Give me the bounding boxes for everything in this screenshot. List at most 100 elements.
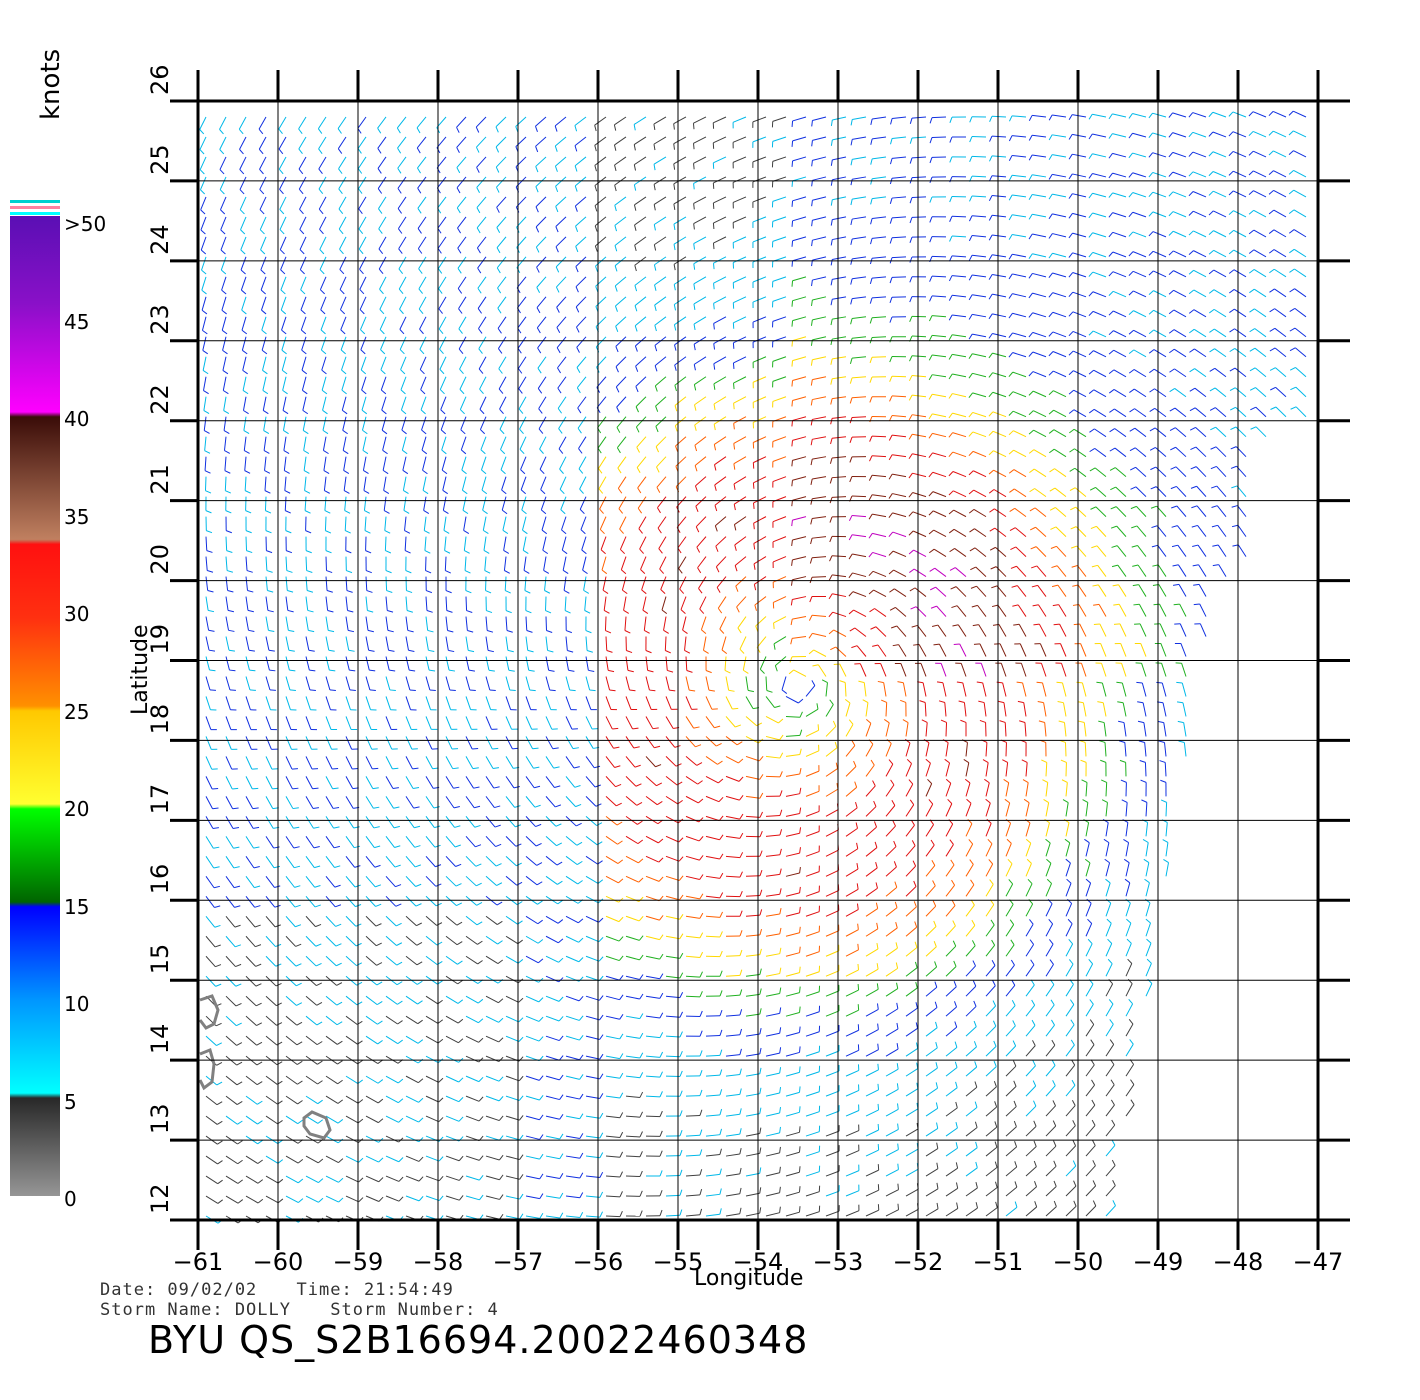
wind-barb-flag xyxy=(1170,446,1176,451)
wind-barb xyxy=(305,1155,319,1164)
wind-barb-flag xyxy=(225,490,232,494)
wind-barb-flag xyxy=(677,799,683,805)
wind-barb-flag xyxy=(1270,386,1276,391)
wind-barb-flag xyxy=(790,618,793,626)
wind-barb xyxy=(851,416,867,418)
wind-barb xyxy=(478,356,487,370)
wind-barb xyxy=(405,676,411,691)
wind-barb-flag xyxy=(338,1197,344,1203)
wind-barb xyxy=(524,576,527,591)
wind-barb-flag xyxy=(789,656,793,663)
wind-barb-flag xyxy=(972,960,976,967)
wind-barb xyxy=(917,625,927,637)
wind-barb-flag xyxy=(779,967,782,974)
wind-barb xyxy=(914,587,927,597)
wind-barb xyxy=(812,356,827,361)
wind-barb xyxy=(1137,545,1147,557)
wind-barb-flag xyxy=(438,1097,444,1103)
wind-barb-flag xyxy=(955,1182,959,1189)
wind-barb-flag xyxy=(272,787,279,790)
wind-barb-flag xyxy=(548,669,555,672)
wind-barb xyxy=(385,1095,399,1104)
wind-barb xyxy=(792,636,807,639)
wind-barb-flag xyxy=(1076,681,1083,684)
wind-barb xyxy=(585,736,594,749)
wind-barb xyxy=(465,875,477,887)
wind-barb-flag xyxy=(1110,486,1116,491)
wind-barb xyxy=(485,1095,500,1102)
wind-barb-flag xyxy=(759,1127,762,1134)
wind-barb-flag xyxy=(848,591,854,597)
wind-barb xyxy=(325,1195,339,1203)
wind-barb xyxy=(400,376,407,391)
wind-barb xyxy=(625,955,640,961)
wind-barb xyxy=(525,636,529,651)
wind-barb-flag xyxy=(295,963,302,967)
wind-barb-flag xyxy=(489,689,496,692)
wind-barb-flag xyxy=(908,472,913,479)
wind-barb xyxy=(812,396,827,401)
wind-barb xyxy=(582,556,587,571)
wind-barb-flag xyxy=(679,1031,683,1038)
wind-barb xyxy=(1216,485,1227,497)
wind-barb xyxy=(700,616,707,630)
wind-barb-flag xyxy=(713,424,716,431)
wind-barb xyxy=(485,1035,499,1043)
wind-barb-flag xyxy=(284,490,291,494)
wind-barb-flag xyxy=(368,649,375,652)
wind-barb xyxy=(885,743,892,757)
wind-barb xyxy=(281,356,287,371)
wind-barb xyxy=(1142,702,1147,717)
wind-barb-flag xyxy=(739,648,745,654)
wind-barb-flag xyxy=(389,669,396,672)
wind-barb xyxy=(580,516,587,530)
wind-barb xyxy=(685,955,700,959)
wind-barb-flag xyxy=(1105,878,1111,884)
wind-barb-flag xyxy=(260,249,266,255)
wind-barb-flag xyxy=(1211,485,1218,489)
wind-barb-flag xyxy=(1149,447,1156,451)
wind-barb xyxy=(1254,328,1267,338)
wind-barb xyxy=(522,536,527,551)
wind-barb xyxy=(725,775,740,782)
wind-barb xyxy=(1016,565,1027,577)
wind-barb-flag xyxy=(1162,839,1169,843)
wind-barb xyxy=(603,596,607,611)
wind-barb xyxy=(965,1147,978,1157)
wind-barb-flag xyxy=(206,530,213,534)
wind-barb xyxy=(932,393,947,398)
wind-barb-flag xyxy=(595,265,599,272)
wind-barb-flag xyxy=(539,1094,544,1101)
wind-barb-flag xyxy=(829,555,833,562)
wind-barb-flag xyxy=(1189,328,1195,334)
wind-barb-flag xyxy=(1088,958,1093,965)
wind-barb-flag xyxy=(313,826,320,829)
wind-barb-flag xyxy=(759,968,762,975)
wind-barb xyxy=(962,682,967,697)
wind-barb xyxy=(1114,408,1127,418)
wind-barb xyxy=(325,995,338,1006)
wind-barb-flag xyxy=(653,264,657,271)
wind-barb xyxy=(1141,682,1147,697)
wind-barb xyxy=(785,773,800,777)
wind-barb xyxy=(995,546,1007,557)
wind-barb-flag xyxy=(644,629,650,634)
wind-barb-flag xyxy=(1008,430,1014,436)
wind-barb-flag xyxy=(338,1158,344,1163)
wind-barb-flag xyxy=(216,1062,223,1066)
wind-barb-flag xyxy=(1008,312,1013,319)
wind-barb xyxy=(985,1207,998,1217)
wind-barb xyxy=(885,1209,899,1217)
wind-barb-flag xyxy=(1157,720,1164,724)
wind-barb xyxy=(1005,1025,1016,1037)
wind-barb-flag xyxy=(253,866,260,869)
wind-barb xyxy=(825,704,834,717)
wind-barb-flag xyxy=(527,649,534,653)
wind-barb xyxy=(920,663,927,677)
wind-barb-flag xyxy=(438,288,443,294)
wind-barb xyxy=(562,556,567,571)
wind-barb-flag xyxy=(876,942,879,950)
wind-barb-flag xyxy=(263,450,270,454)
wind-barb xyxy=(1132,251,1147,258)
wind-barb xyxy=(383,496,387,511)
